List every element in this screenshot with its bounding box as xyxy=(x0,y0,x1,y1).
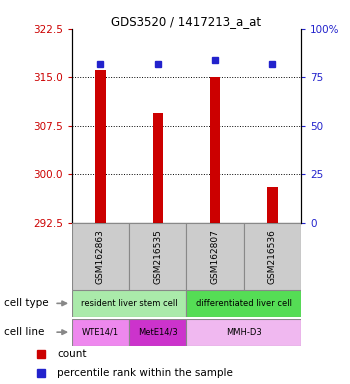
Text: MetE14/3: MetE14/3 xyxy=(138,328,177,337)
Text: resident liver stem cell: resident liver stem cell xyxy=(81,299,177,308)
Bar xyxy=(267,187,278,223)
Bar xyxy=(153,113,163,223)
Text: GSM216536: GSM216536 xyxy=(268,229,277,284)
Bar xyxy=(210,77,220,223)
Text: cell type: cell type xyxy=(4,298,48,308)
Text: GSM162807: GSM162807 xyxy=(211,229,219,284)
Title: GDS3520 / 1417213_a_at: GDS3520 / 1417213_a_at xyxy=(111,15,261,28)
Bar xyxy=(186,319,301,346)
Text: GSM162863: GSM162863 xyxy=(96,229,105,284)
Bar xyxy=(129,223,186,290)
Bar xyxy=(72,290,186,317)
Text: GSM216535: GSM216535 xyxy=(153,229,162,284)
Bar xyxy=(72,319,129,346)
Bar xyxy=(95,70,106,223)
Bar xyxy=(72,223,129,290)
Bar xyxy=(186,290,301,317)
Bar xyxy=(129,319,186,346)
Text: count: count xyxy=(57,349,87,359)
Text: differentiated liver cell: differentiated liver cell xyxy=(196,299,292,308)
Text: MMH-D3: MMH-D3 xyxy=(226,328,261,337)
Bar xyxy=(186,223,244,290)
Text: WTE14/1: WTE14/1 xyxy=(82,328,119,337)
Text: cell line: cell line xyxy=(4,327,44,337)
Text: percentile rank within the sample: percentile rank within the sample xyxy=(57,368,233,378)
Bar xyxy=(244,223,301,290)
